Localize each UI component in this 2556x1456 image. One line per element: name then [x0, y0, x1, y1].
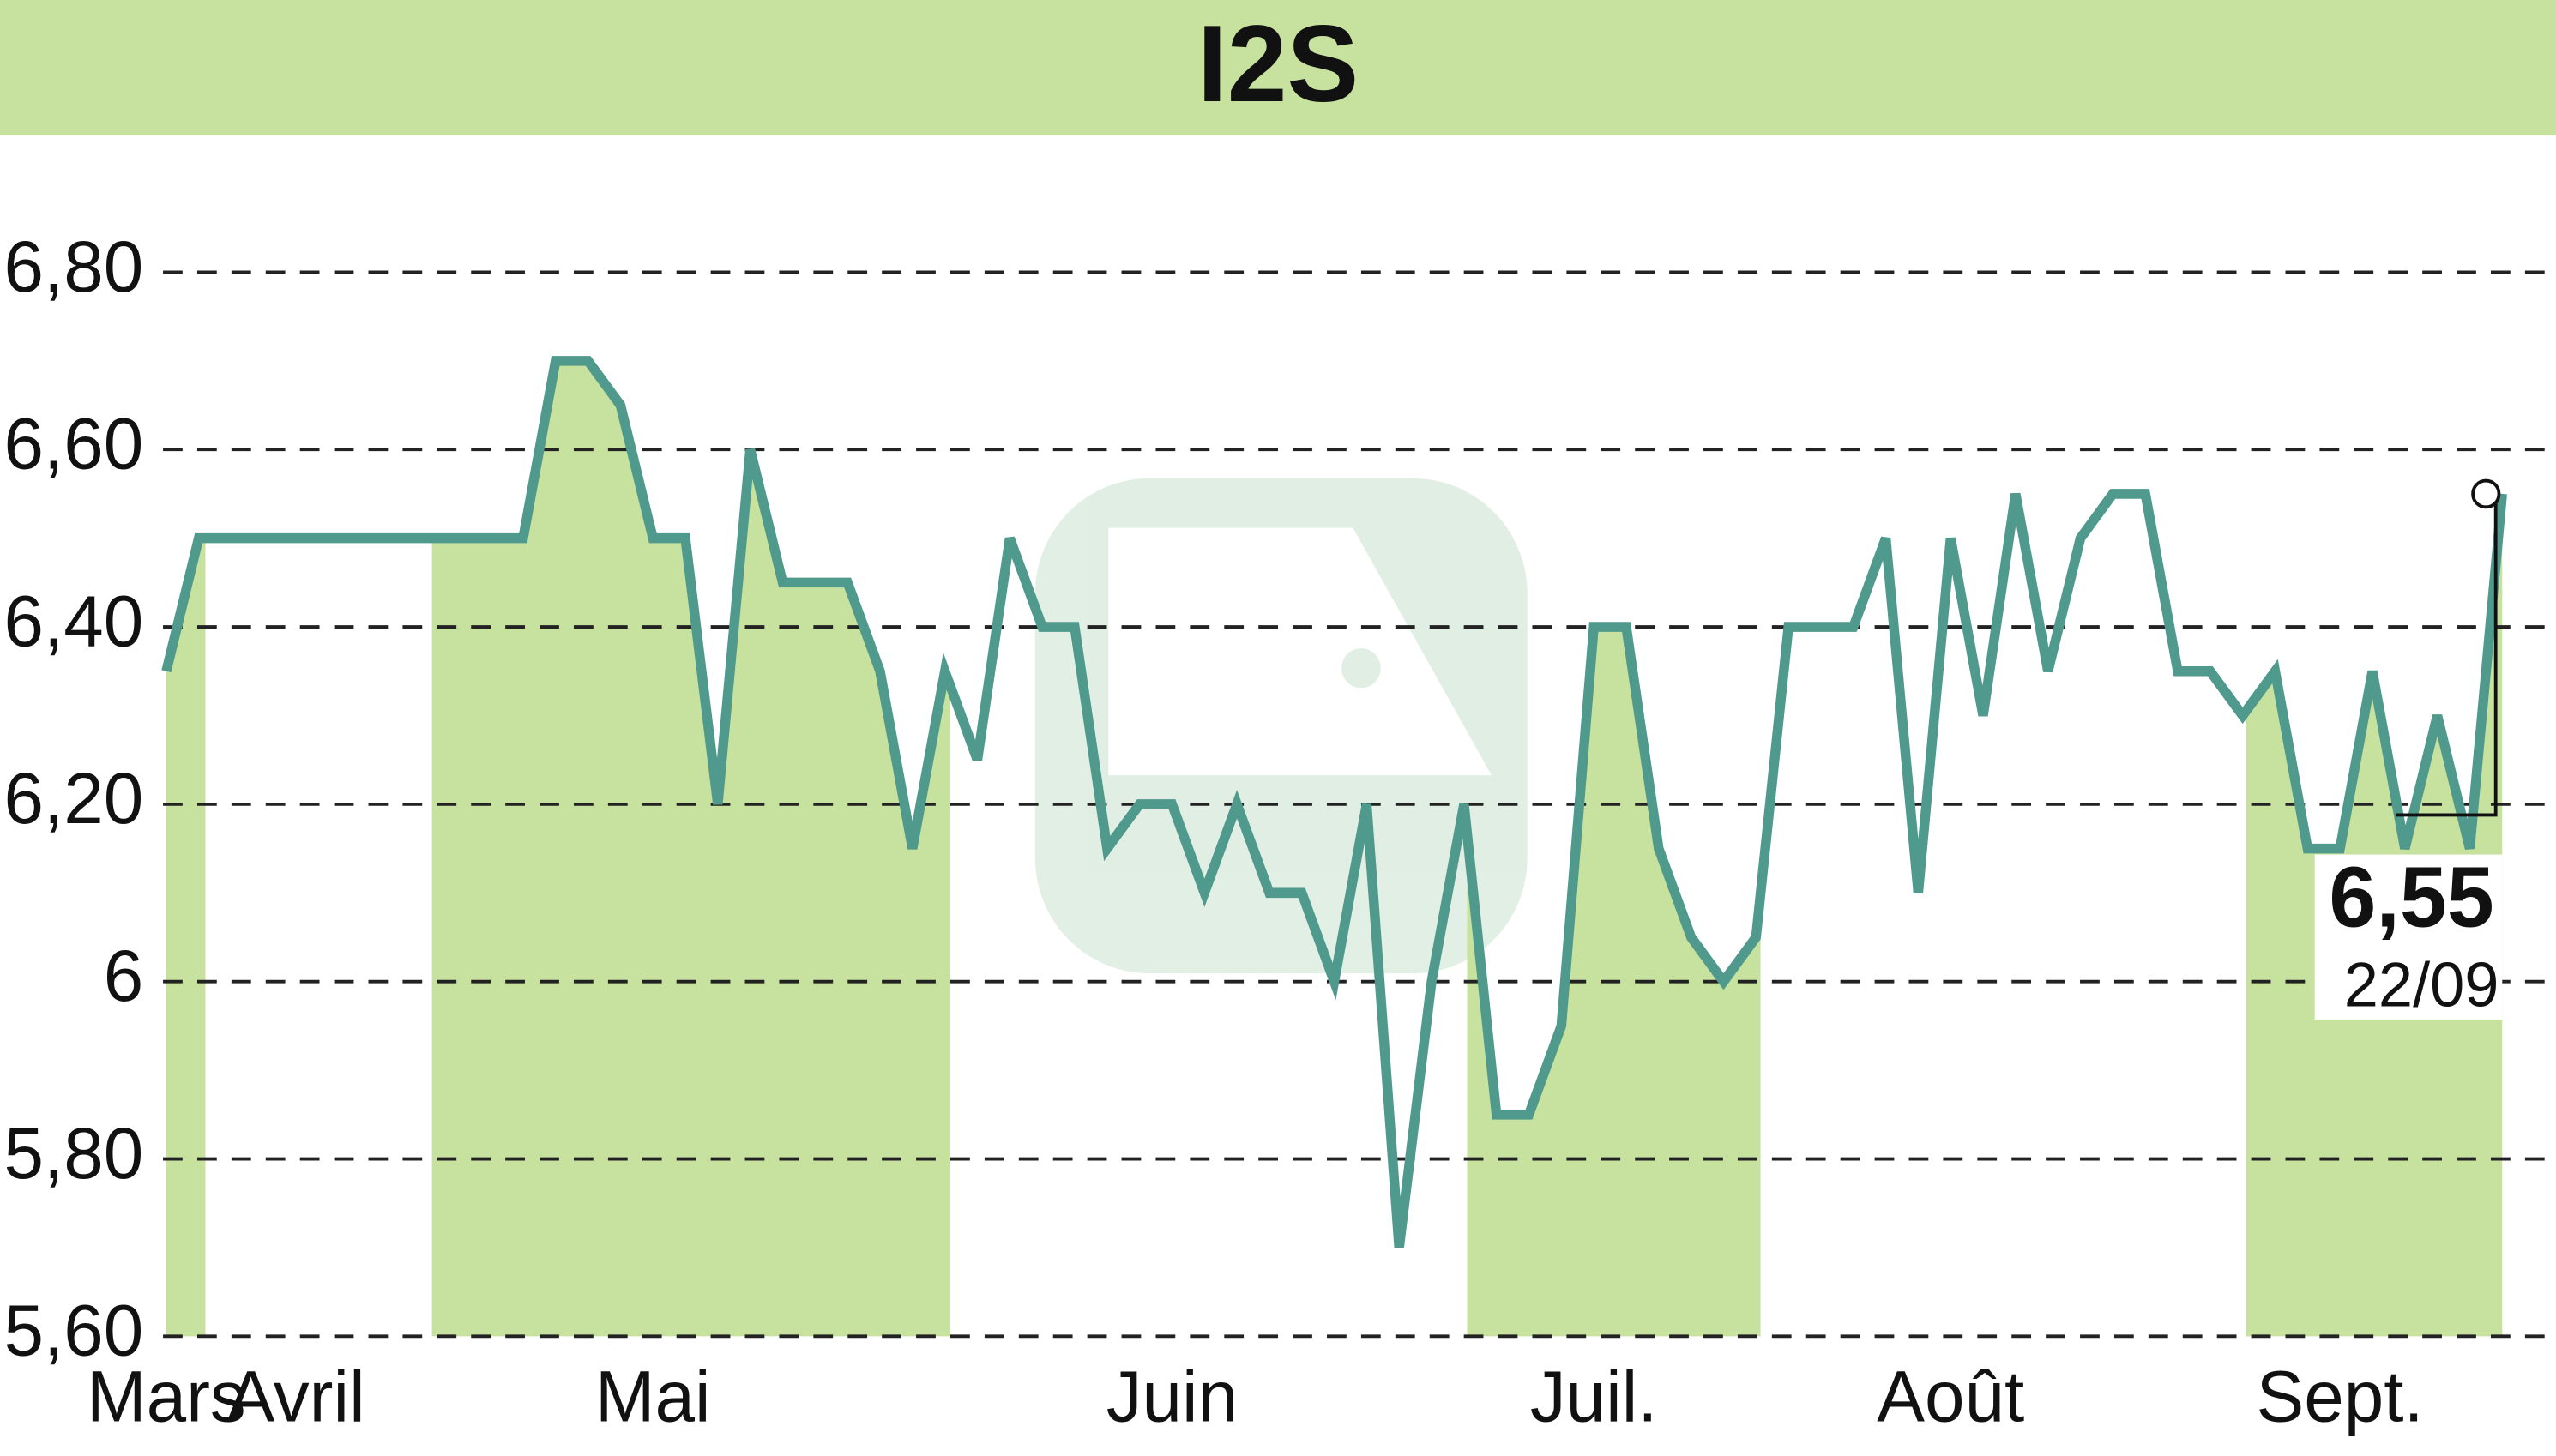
- chart-title: I2S: [1197, 3, 1359, 125]
- x-tick-label: Avril: [227, 1356, 365, 1437]
- header-bar: [0, 0, 2556, 135]
- x-tick-label: Juil.: [1530, 1356, 1658, 1437]
- y-tick-label: 6,40: [4, 581, 144, 662]
- last-value-label: 6,55: [2329, 850, 2493, 946]
- x-tick-label: Mai: [595, 1356, 711, 1437]
- y-tick-label: 6,80: [4, 226, 144, 307]
- watermark: [1034, 478, 1528, 974]
- annotation-box: [2314, 854, 2503, 1020]
- annotation-bracket: [2396, 493, 2498, 817]
- y-tick-label: 6: [104, 936, 144, 1017]
- x-tick-label: Sept.: [2257, 1356, 2424, 1437]
- y-tick-label: 5,60: [4, 1290, 144, 1371]
- last-point: [2471, 478, 2501, 509]
- y-tick-label: 5,80: [4, 1112, 144, 1194]
- line: [161, 356, 2507, 1248]
- last-date-label: 22/09: [2344, 950, 2499, 1020]
- x-tick-label: Août: [1877, 1356, 2024, 1437]
- y-tick-label: 6,60: [4, 403, 144, 484]
- x-tick-label: Juin: [1106, 1356, 1238, 1437]
- grid-layer: [163, 270, 2556, 1339]
- line-layer: [161, 356, 2507, 1248]
- y-tick-label: 6,20: [4, 758, 144, 839]
- x-tick-label: Mars: [87, 1356, 246, 1437]
